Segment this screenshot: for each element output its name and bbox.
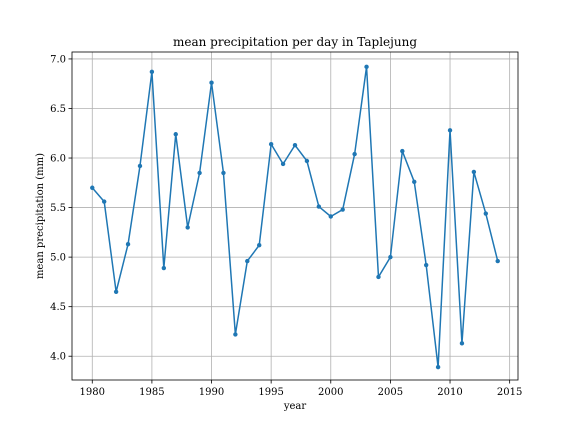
x-tick-label: 1980 [80, 387, 105, 398]
data-point [137, 163, 143, 169]
data-point [400, 148, 405, 154]
axis-ticks: 1980 1985 1990 1995 2000 2005 2010 2015 4.0 4.5 5.… [50, 54, 522, 398]
y-tick-label: 6.0 [50, 154, 66, 165]
data-point [352, 151, 357, 157]
data-point [376, 274, 381, 280]
x-tick-label: 2010 [437, 387, 462, 398]
data-point [209, 80, 214, 85]
data-point [125, 242, 131, 247]
data-point [388, 254, 393, 260]
y-tick-label: 7.0 [50, 54, 66, 65]
data-point [197, 170, 202, 176]
data-point [459, 341, 465, 346]
series [90, 64, 500, 370]
y-tick-label: 4.5 [50, 302, 66, 313]
grid [72, 52, 518, 380]
x-tick-label: 1985 [139, 387, 164, 398]
data-point [447, 128, 453, 133]
data-point [185, 225, 190, 230]
data-point [113, 289, 119, 295]
data-point [495, 258, 500, 264]
data-point [292, 142, 298, 148]
x-tick-label: 1995 [258, 387, 283, 398]
data-point [340, 207, 345, 212]
x-tick-label: 2015 [497, 387, 522, 398]
y-tick-label: 5.5 [50, 203, 66, 214]
series-line [91, 66, 499, 368]
x-tick-label: 2000 [318, 387, 343, 398]
data-point [364, 64, 369, 70]
data-point [304, 158, 310, 164]
data-point [245, 258, 250, 264]
data-point [423, 262, 429, 268]
data-point [483, 211, 489, 216]
data-point [435, 364, 441, 370]
y-tick-label: 5.0 [50, 253, 66, 264]
data-point [268, 141, 274, 147]
data-point [149, 69, 155, 75]
y-axis-label: mean precipitation (mm) [35, 153, 46, 279]
data-point [280, 161, 286, 167]
plot-frame [71, 51, 519, 381]
chart-title: mean precipitation per day in Taplejung [173, 35, 417, 49]
data-point [101, 199, 107, 204]
data-point [471, 169, 477, 175]
y-tick-label: 6.5 [50, 104, 66, 115]
x-tick-label: 1990 [199, 387, 224, 398]
data-point [257, 243, 262, 248]
data-point [412, 179, 417, 185]
x-axis-label: year [283, 401, 307, 412]
y-tick-label: 4.0 [50, 352, 66, 363]
data-point [161, 265, 167, 271]
x-tick-label: 2005 [378, 387, 403, 398]
data-point [233, 332, 238, 337]
data-point [328, 214, 333, 219]
data-point [90, 185, 95, 190]
data-point [316, 204, 322, 209]
data-point [173, 132, 178, 137]
data-point [221, 170, 226, 176]
